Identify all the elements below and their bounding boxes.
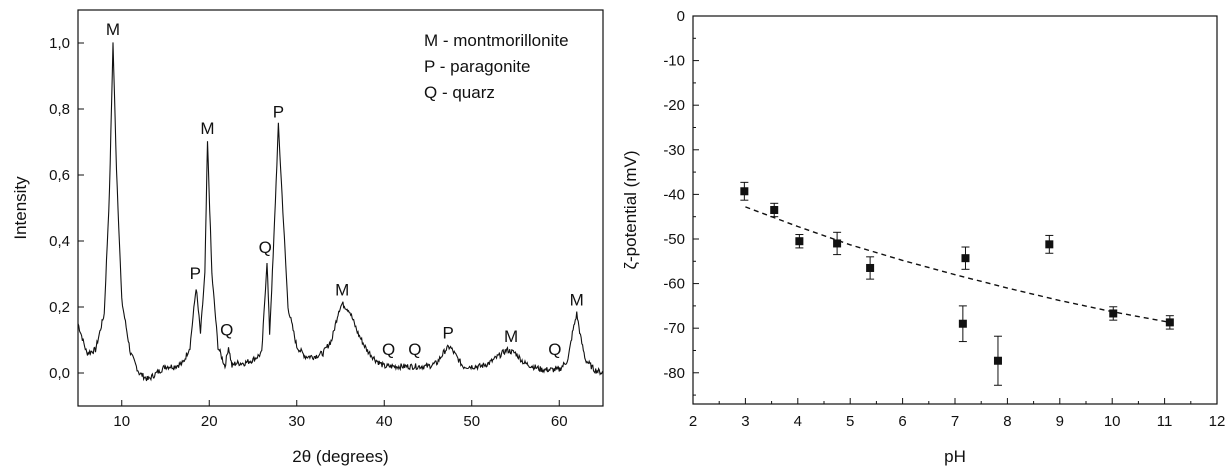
data-point (740, 187, 749, 196)
y-tick-label: 0 (677, 8, 685, 25)
data-point (993, 356, 1002, 365)
x-tick-label: 50 (463, 413, 480, 430)
peak-label: M (200, 119, 214, 138)
data-point (795, 237, 804, 246)
plot-frame (77, 9, 604, 407)
peak-label: P (273, 103, 284, 122)
x-tick-label: 3 (741, 413, 749, 430)
y-axis-title: Intensity (11, 176, 30, 240)
peak-label: Q (408, 340, 421, 359)
x-tick-label: 12 (1209, 413, 1226, 430)
data-point (1165, 318, 1174, 327)
x-tick-label: 60 (551, 413, 568, 430)
x-tick-label: 9 (1056, 413, 1064, 430)
y-tick-label: 1,0 (49, 35, 70, 52)
y-tick-label: 0,0 (49, 365, 70, 382)
legend-entry: M - montmorillonite (424, 31, 569, 50)
peak-label: Q (220, 320, 233, 339)
data-point (866, 263, 875, 272)
data-point (961, 254, 970, 263)
y-tick-label: 0,4 (49, 233, 70, 250)
fit-curve (745, 206, 1170, 324)
x-tick-label: 6 (898, 413, 906, 430)
x-axis-title: 2θ (degrees) (292, 447, 388, 466)
peak-label: P (190, 264, 201, 283)
peak-label: M (504, 327, 518, 346)
data-point (770, 206, 779, 214)
peak-label: M (335, 281, 349, 300)
y-tick-label: 0,8 (49, 101, 70, 118)
x-tick-label: 20 (201, 413, 218, 430)
y-tick-label: -80 (663, 365, 685, 382)
data-point (833, 239, 842, 248)
x-tick-label: 10 (113, 413, 130, 430)
x-tick-label: 11 (1157, 413, 1173, 430)
peak-label: Q (382, 340, 395, 359)
y-tick-label: 0,6 (49, 167, 70, 184)
y-tick-label: -70 (663, 320, 685, 337)
legend-entry: P - paragonite (424, 57, 530, 76)
data-point (1109, 309, 1118, 318)
y-tick-label: -50 (663, 231, 685, 248)
x-tick-label: 7 (951, 413, 959, 430)
data-point (1045, 240, 1054, 249)
x-tick-label: 40 (376, 413, 393, 430)
x-axis-title: pH (944, 447, 966, 466)
peak-label: Q (259, 238, 272, 257)
y-tick-label: -20 (663, 97, 685, 114)
x-tick-label: 5 (846, 413, 854, 430)
y-tick-label: -40 (663, 186, 685, 203)
x-tick-label: 10 (1104, 413, 1121, 430)
zeta-potential-chart: 2 3 4 5 6 7 8 9 10 11 12 0 -10 -20 -30 -40 -50 -60 -70 -80 p… (621, 8, 1225, 466)
peak-label: M (570, 291, 584, 310)
x-tick-label: 4 (794, 413, 802, 430)
y-tick-label: -10 (663, 53, 685, 70)
y-tick-label: 0,2 (49, 299, 70, 316)
peak-label: Q (548, 340, 561, 359)
data-point (958, 319, 967, 328)
x-tick-label: 30 (288, 413, 305, 430)
y-tick-label: -30 (663, 142, 685, 159)
peak-label: P (442, 324, 453, 343)
peak-label: M (106, 20, 120, 39)
y-axis-title: ζ-potential (mV) (621, 151, 640, 270)
xrd-chart: 10 20 30 40 50 60 0,0 0,2 0,4 0,6 0,8 1,0 2θ (degree… (11, 9, 604, 466)
xrd-trace (77, 42, 604, 382)
x-tick-label: 8 (1003, 413, 1011, 430)
y-tick-label: -60 (663, 276, 685, 293)
x-tick-label: 2 (689, 413, 697, 430)
legend-entry: Q - quarz (424, 83, 495, 102)
